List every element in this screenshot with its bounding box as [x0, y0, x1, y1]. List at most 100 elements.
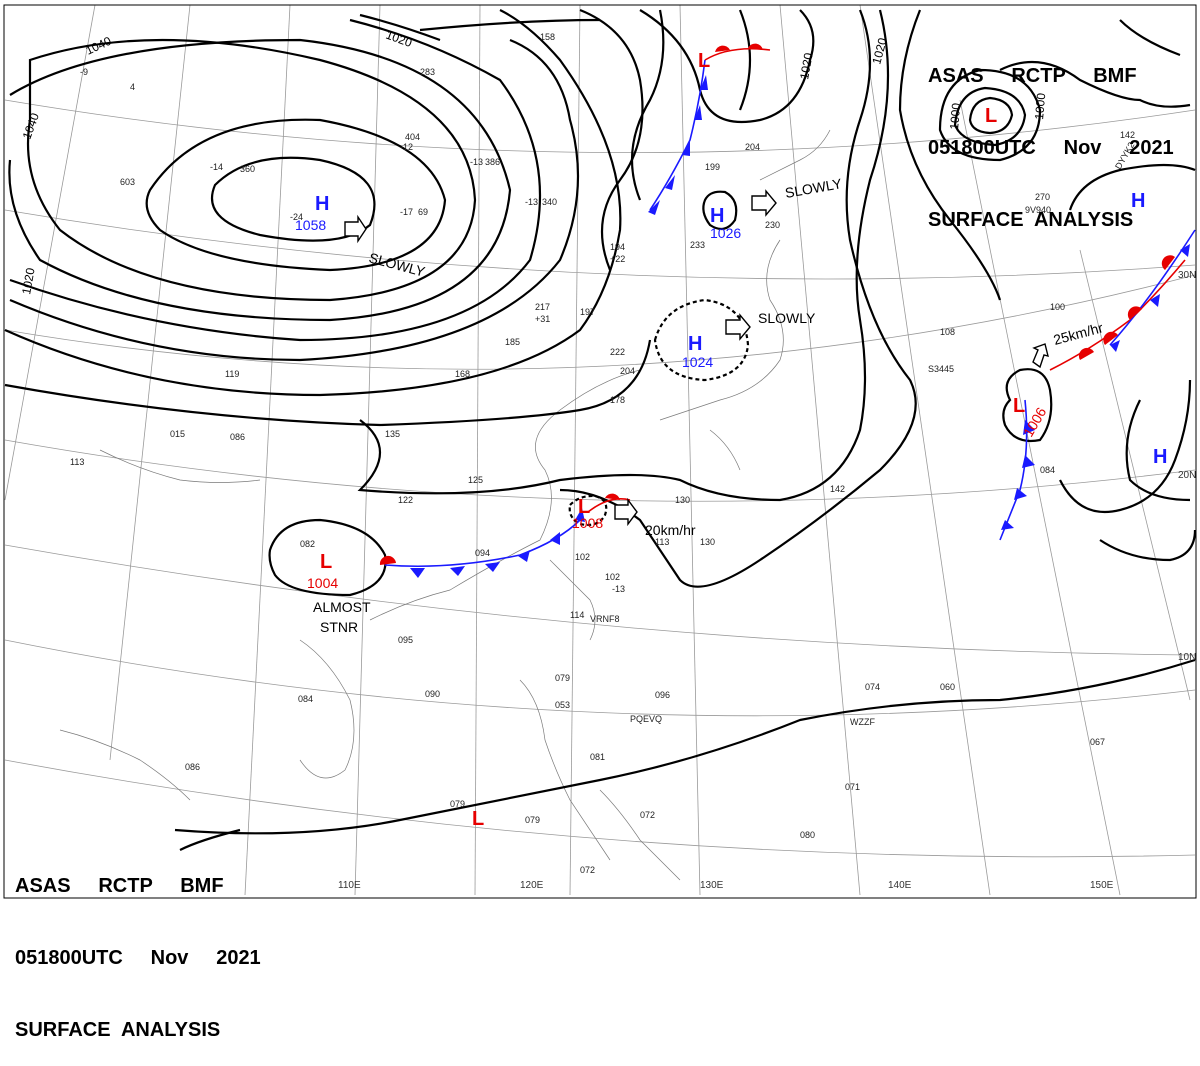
high-center-symbol: H — [315, 193, 329, 215]
isobar-1020 — [9, 38, 580, 362]
isobar — [1059, 379, 1192, 514]
svg-text:102: 102 — [575, 552, 590, 562]
svg-text:222: 222 — [610, 347, 625, 357]
svg-text:122: 122 — [398, 495, 413, 505]
isobar — [179, 828, 241, 851]
isobar — [898, 9, 1002, 301]
isobar — [702, 190, 738, 231]
svg-text:100: 100 — [1050, 302, 1065, 312]
motion-label: STNR — [320, 619, 358, 635]
svg-text:360: 360 — [240, 164, 255, 174]
svg-text:135: 135 — [385, 429, 400, 439]
svg-text:-24: -24 — [290, 212, 303, 222]
latitude-labels: 30N 20N 10N — [1178, 270, 1196, 663]
isobar — [1002, 368, 1053, 443]
svg-text:230: 230 — [765, 220, 780, 230]
lon-label: 130E — [700, 880, 724, 891]
isobar — [579, 8, 644, 271]
low-center-value: 1004 — [307, 575, 338, 591]
svg-text:084: 084 — [298, 694, 313, 704]
svg-text:072: 072 — [580, 865, 595, 875]
svg-text:113: 113 — [70, 457, 84, 467]
low-center-symbol: L — [472, 808, 484, 830]
lat-label: 30N — [1178, 270, 1196, 281]
lon-line — [569, 4, 581, 896]
isobar — [4, 9, 622, 397]
high-center-value: 1024 — [682, 354, 713, 370]
svg-text:204: 204 — [745, 142, 760, 152]
svg-text:060: 060 — [940, 682, 955, 692]
isobar-1040 — [26, 38, 477, 302]
isobar — [738, 9, 752, 111]
header-bottom-line3: SURFACE ANALYSIS — [15, 1019, 221, 1041]
svg-text:095: 095 — [398, 635, 413, 645]
svg-text:067: 067 — [1090, 737, 1105, 747]
low-center-symbol: L — [698, 50, 710, 72]
svg-text:217: 217 — [535, 302, 550, 312]
isobars — [4, 8, 1197, 851]
isobar — [419, 18, 601, 32]
svg-text:158: 158 — [540, 32, 555, 42]
ship-callsign: WZZF — [850, 717, 875, 727]
svg-text:081: 081 — [590, 752, 605, 762]
svg-text:086: 086 — [230, 432, 245, 442]
lon-label: 150E — [1090, 880, 1114, 891]
isobar — [359, 13, 441, 42]
motion-label: ALMOST — [313, 599, 371, 615]
svg-text:096: 096 — [655, 690, 670, 700]
svg-text:114: 114 — [570, 610, 584, 620]
svg-text:079: 079 — [450, 799, 465, 809]
header-bottom-line1: ASAS RCTP BMF — [15, 875, 224, 897]
svg-text:119: 119 — [225, 369, 239, 379]
isobar-dashed-1024 — [653, 298, 750, 382]
isobar-dashed — [568, 494, 608, 527]
svg-text:130: 130 — [700, 537, 715, 547]
arrow-icon — [725, 313, 751, 341]
motion-label: 20km/hr — [645, 522, 696, 538]
arrow-icon — [751, 189, 777, 217]
lon-label: 140E — [888, 880, 912, 891]
high-center-value: 1026 — [710, 225, 741, 241]
stationary-front — [384, 519, 581, 568]
isobar — [1099, 529, 1197, 562]
svg-text:603: 603 — [120, 177, 135, 187]
svg-text:084: 084 — [1040, 465, 1055, 475]
isobar-1020 — [630, 9, 665, 201]
svg-text:-17: -17 — [400, 207, 413, 217]
svg-text:142: 142 — [1120, 130, 1135, 140]
isobar-label: 1020 — [869, 36, 890, 66]
low-center-symbol: L — [320, 551, 332, 573]
high-center-symbol: H — [1153, 446, 1167, 468]
lat-line — [4, 439, 1196, 502]
svg-text:080: 080 — [800, 830, 815, 840]
low-center-symbol: L — [578, 496, 590, 518]
low-center-symbol: L — [985, 105, 997, 127]
isobar-label: 1000 — [1032, 92, 1048, 120]
lon-line — [859, 4, 991, 896]
isobar — [1119, 19, 1181, 57]
svg-text:185: 185 — [505, 337, 520, 347]
lon-label: 110E — [338, 880, 361, 891]
svg-text:+22: +22 — [610, 254, 625, 264]
svg-text:340: 340 — [542, 197, 557, 207]
lon-line — [1079, 249, 1191, 701]
isobar — [999, 60, 1191, 108]
isobar — [174, 658, 1196, 835]
lat-line — [4, 274, 1196, 370]
svg-text:142: 142 — [830, 484, 845, 494]
warm-front — [587, 498, 631, 513]
lat-label: 10N — [1178, 652, 1196, 663]
isobar — [1068, 163, 1196, 211]
isobar — [9, 18, 542, 342]
svg-text:015: 015 — [170, 429, 185, 439]
graticule — [4, 4, 1196, 896]
header-bottom: ASAS RCTP BMF 051800UTC Nov 2021 SURFACE… — [15, 826, 261, 1066]
isobar-label: 1020 — [19, 266, 37, 295]
svg-text:-13: -13 — [470, 157, 483, 167]
low-center-value: 1008 — [572, 515, 603, 531]
svg-text:108: 108 — [940, 327, 955, 337]
high-center-symbol: H — [710, 205, 724, 227]
lon-line — [354, 4, 381, 896]
svg-text:233: 233 — [690, 240, 705, 250]
svg-text:102: 102 — [605, 572, 620, 582]
